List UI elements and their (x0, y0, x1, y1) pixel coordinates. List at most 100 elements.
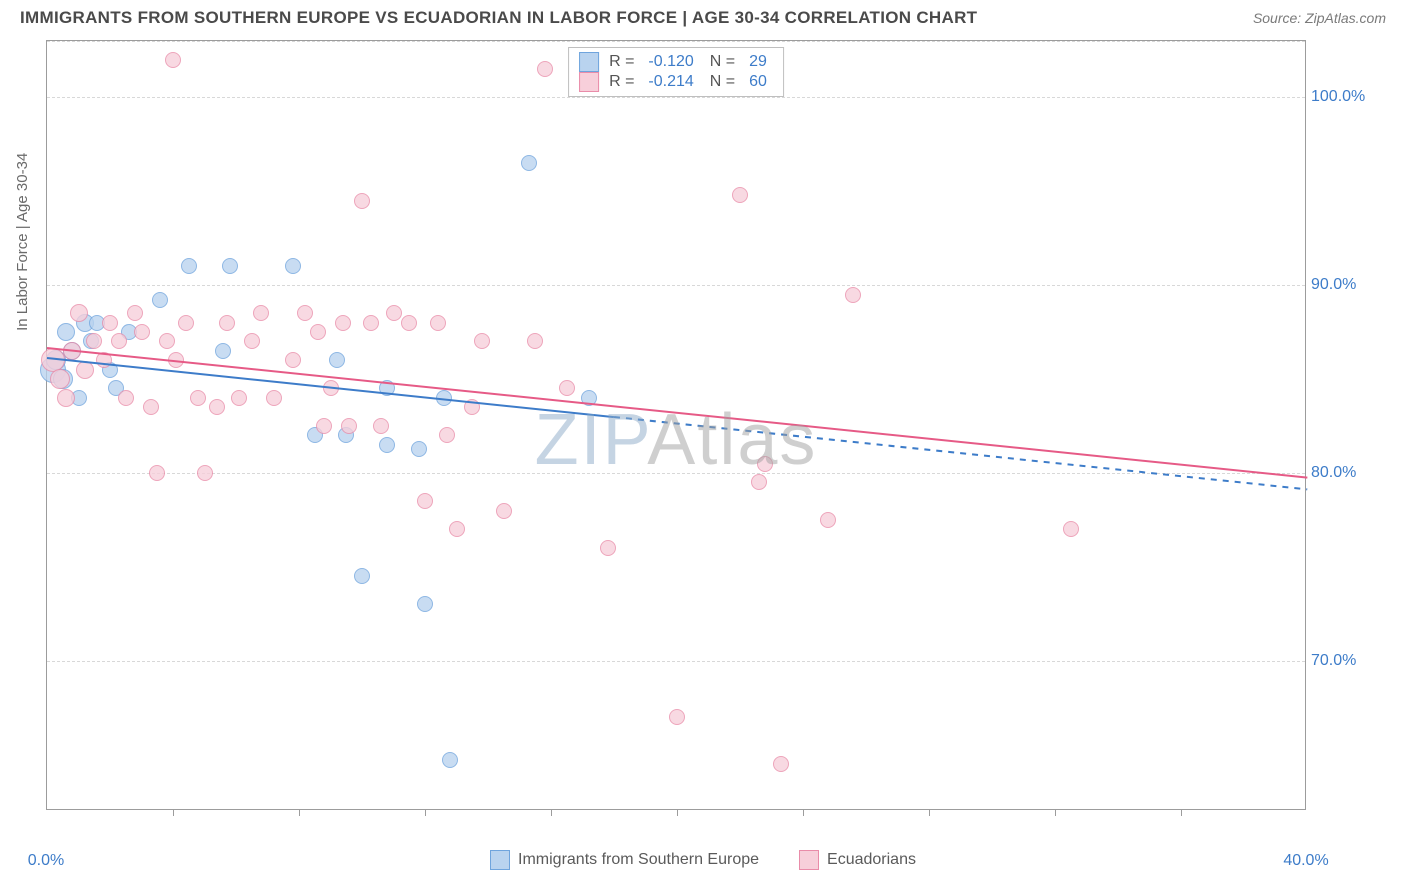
data-point (134, 324, 150, 340)
x-tick (173, 809, 174, 816)
data-point (379, 437, 395, 453)
legend-swatch (490, 850, 510, 870)
x-tick (299, 809, 300, 816)
x-tick (677, 809, 678, 816)
data-point (401, 315, 417, 331)
data-point (527, 333, 543, 349)
data-point (86, 333, 102, 349)
data-point (127, 305, 143, 321)
data-point (1063, 521, 1079, 537)
data-point (417, 493, 433, 509)
plot-area: 70.0%80.0%90.0%100.0% ZIPAtlas R =-0.120… (46, 40, 1306, 810)
gridline (47, 41, 1305, 42)
source-label: Source: ZipAtlas.com (1253, 10, 1386, 26)
data-point (757, 456, 773, 472)
legend-label: Immigrants from Southern Europe (518, 851, 759, 869)
data-point (354, 568, 370, 584)
y-tick-label: 70.0% (1311, 652, 1391, 670)
data-point (70, 304, 88, 322)
data-point (537, 61, 553, 77)
r-value: -0.120 (648, 53, 693, 71)
y-axis-title: In Labor Force | Age 30-34 (14, 153, 31, 331)
data-point (50, 369, 70, 389)
y-tick-label: 90.0% (1311, 276, 1391, 294)
data-point (222, 258, 238, 274)
data-point (159, 333, 175, 349)
data-point (316, 418, 332, 434)
data-point (559, 380, 575, 396)
gridline (47, 661, 1305, 662)
data-point (165, 52, 181, 68)
trend-line (47, 347, 1307, 479)
data-point (521, 155, 537, 171)
stats-legend: R =-0.120N =29R =-0.214N =60 (568, 47, 784, 97)
data-point (335, 315, 351, 331)
data-point (732, 187, 748, 203)
data-point (442, 752, 458, 768)
data-point (373, 418, 389, 434)
chart-title: IMMIGRANTS FROM SOUTHERN EUROPE VS ECUAD… (20, 8, 977, 28)
data-point (845, 287, 861, 303)
data-point (449, 521, 465, 537)
x-tick (803, 809, 804, 816)
data-point (219, 315, 235, 331)
gridline (47, 285, 1305, 286)
data-point (773, 756, 789, 772)
series-legend: Immigrants from Southern Europe Ecuadoria… (0, 850, 1406, 870)
data-point (386, 305, 402, 321)
data-point (363, 315, 379, 331)
data-point (496, 503, 512, 519)
data-point (341, 418, 357, 434)
data-point (215, 343, 231, 359)
data-point (244, 333, 260, 349)
data-point (181, 258, 197, 274)
legend-label: Ecuadorians (827, 851, 916, 869)
legend-swatch (799, 850, 819, 870)
x-tick (1181, 809, 1182, 816)
x-tick (551, 809, 552, 816)
data-point (143, 399, 159, 415)
data-point (600, 540, 616, 556)
legend-swatch (579, 52, 599, 72)
data-point (111, 333, 127, 349)
data-point (118, 390, 134, 406)
data-point (178, 315, 194, 331)
data-point (329, 352, 345, 368)
trend-line (614, 416, 1307, 490)
data-point (474, 333, 490, 349)
data-point (253, 305, 269, 321)
gridline (47, 473, 1305, 474)
data-point (285, 258, 301, 274)
n-value: 29 (749, 53, 767, 71)
data-point (209, 399, 225, 415)
data-point (411, 441, 427, 457)
y-tick-label: 100.0% (1311, 88, 1391, 106)
data-point (310, 324, 326, 340)
data-point (152, 292, 168, 308)
legend-item: Ecuadorians (799, 850, 916, 870)
data-point (197, 465, 213, 481)
gridline (47, 97, 1305, 98)
data-point (820, 512, 836, 528)
data-point (190, 390, 206, 406)
data-point (231, 390, 247, 406)
x-tick (929, 809, 930, 816)
y-tick-label: 80.0% (1311, 464, 1391, 482)
data-point (285, 352, 301, 368)
x-tick (425, 809, 426, 816)
data-point (417, 596, 433, 612)
data-point (266, 390, 282, 406)
r-value: -0.214 (648, 73, 693, 91)
data-point (430, 315, 446, 331)
stats-row: R =-0.214N =60 (579, 72, 773, 92)
data-point (57, 323, 75, 341)
legend-swatch (579, 72, 599, 92)
data-point (669, 709, 685, 725)
data-point (102, 315, 118, 331)
data-point (297, 305, 313, 321)
stats-row: R =-0.120N =29 (579, 52, 773, 72)
data-point (354, 193, 370, 209)
data-point (751, 474, 767, 490)
data-point (149, 465, 165, 481)
data-point (439, 427, 455, 443)
